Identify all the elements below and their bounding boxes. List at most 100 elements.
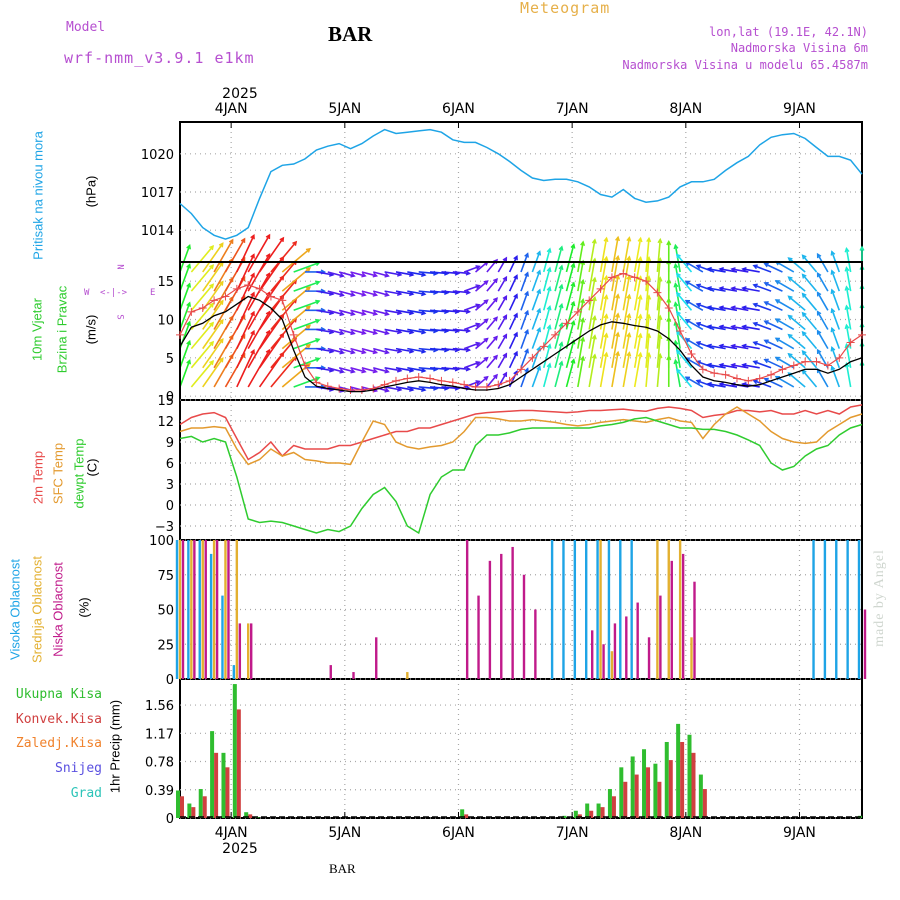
gust-marker	[653, 288, 662, 297]
wind-arrow	[429, 290, 449, 294]
wind-arrow-head	[763, 358, 769, 364]
gust-marker	[812, 357, 821, 366]
wind-arrow	[190, 322, 214, 350]
wind-arrow	[577, 337, 584, 368]
wind-arrow	[520, 291, 529, 311]
wind-arrow-head	[513, 331, 518, 337]
wind-arrow-head	[483, 299, 489, 305]
high-cloud-bar	[812, 540, 815, 679]
wind-arrow	[270, 279, 297, 311]
wind-arrow	[441, 347, 459, 351]
y-tick-label: 25	[157, 638, 174, 653]
wind-arrow-head	[475, 360, 481, 366]
high-cloud-bar	[187, 540, 190, 679]
wind-arrow-head	[844, 246, 850, 253]
y-tick-label: 1017	[141, 186, 174, 201]
wind-arrow	[463, 323, 480, 331]
wind-arrow-head	[250, 329, 255, 336]
wind-arrow-head	[209, 264, 215, 270]
wind-arrow	[831, 289, 841, 311]
wind-arrow	[742, 306, 760, 312]
y-tick-label: 75	[157, 569, 174, 584]
gust-marker	[210, 296, 219, 305]
wind-arrow	[753, 341, 772, 350]
wind-arrow-head	[752, 264, 758, 270]
wind-arrow-head	[465, 308, 472, 315]
wind-arrow	[542, 287, 551, 311]
wind-arrow-head	[801, 330, 807, 337]
mid-cloud-bar	[212, 540, 216, 679]
wind-arrow	[508, 294, 518, 311]
total-rain-bar	[687, 734, 692, 818]
wind-arrow-head	[615, 293, 621, 299]
total-rain-bar	[244, 812, 249, 818]
mid-cloud-bar	[406, 672, 409, 679]
wind-arrow	[452, 347, 470, 351]
wind-arrow-head	[752, 283, 758, 289]
wind-arrow-head	[684, 280, 690, 286]
wind-arrow	[418, 367, 438, 371]
wind-arrow	[407, 386, 426, 391]
wind-arrow-head	[801, 350, 807, 356]
wind-arrow	[293, 300, 320, 312]
day-label-top: 5JAN	[328, 101, 361, 117]
wind-arrow-head	[626, 331, 632, 338]
y-tick-label: 0	[166, 499, 174, 514]
wind-arrow-head	[186, 320, 191, 327]
wind-arrow-head	[718, 286, 724, 292]
wind-arrow-head	[787, 257, 793, 262]
wind-arrow-head	[502, 352, 508, 358]
wind-arrow-head	[465, 328, 472, 334]
wind-arrow-head	[666, 240, 672, 246]
low-cloud-bar	[329, 665, 332, 679]
wind-arrow-head	[774, 318, 780, 323]
wind-arrow-head	[372, 349, 379, 355]
wind-arrow	[633, 276, 642, 311]
wind-arrow-head	[186, 263, 191, 269]
wind-arrow-head	[421, 291, 427, 297]
wind-arrow-head	[218, 280, 224, 286]
gust-marker	[698, 365, 707, 374]
wind-arrow-head	[372, 330, 379, 336]
wind-arrow-head	[228, 238, 234, 244]
wind-arrow-head	[801, 292, 807, 298]
day-label-top: 8JAN	[669, 101, 702, 117]
wind-arrow	[316, 290, 334, 295]
wind-arrow	[764, 378, 783, 388]
wind-arrow	[350, 347, 366, 354]
wind-arrow-head	[844, 361, 850, 368]
mid-cloud-bar	[201, 540, 204, 679]
total-rain-bar	[607, 789, 612, 818]
wind-arrow	[611, 294, 619, 330]
wind-arrow-head	[774, 299, 780, 304]
mid-cloud-bar	[247, 623, 250, 679]
wind-arrow-head	[305, 305, 311, 311]
wind-arrow	[373, 347, 389, 354]
wind-arrow	[845, 324, 852, 349]
wind-arrow-head	[816, 291, 822, 297]
wind-arrow-head	[265, 233, 271, 240]
wind-arrow	[674, 283, 681, 311]
wind-arrow-head	[384, 272, 390, 278]
conv-rain-bar	[225, 767, 230, 818]
wind-arrow	[236, 330, 255, 369]
day-label-top: 6JAN	[442, 101, 475, 117]
wind-arrow-head	[546, 343, 552, 349]
y-tick-label: 15	[157, 275, 174, 290]
wind-arrow	[350, 271, 366, 277]
wind-arrow	[475, 280, 489, 292]
wind-arrow	[475, 376, 489, 388]
low-cloud-bar	[534, 609, 537, 679]
wind-arrow-head	[580, 317, 586, 323]
wind-arrow	[463, 284, 480, 292]
wind-arrow	[753, 322, 772, 331]
wind-arrow-head	[315, 318, 321, 324]
total-rain-bar	[653, 763, 658, 818]
gust-marker	[676, 327, 685, 335]
low-cloud-bar	[625, 616, 628, 679]
wind-arrow-head	[350, 368, 356, 374]
wind-arrow-head	[513, 350, 518, 357]
wind-arrow	[202, 300, 224, 330]
wind-arrow	[327, 309, 344, 316]
wind-arrow	[831, 327, 841, 349]
